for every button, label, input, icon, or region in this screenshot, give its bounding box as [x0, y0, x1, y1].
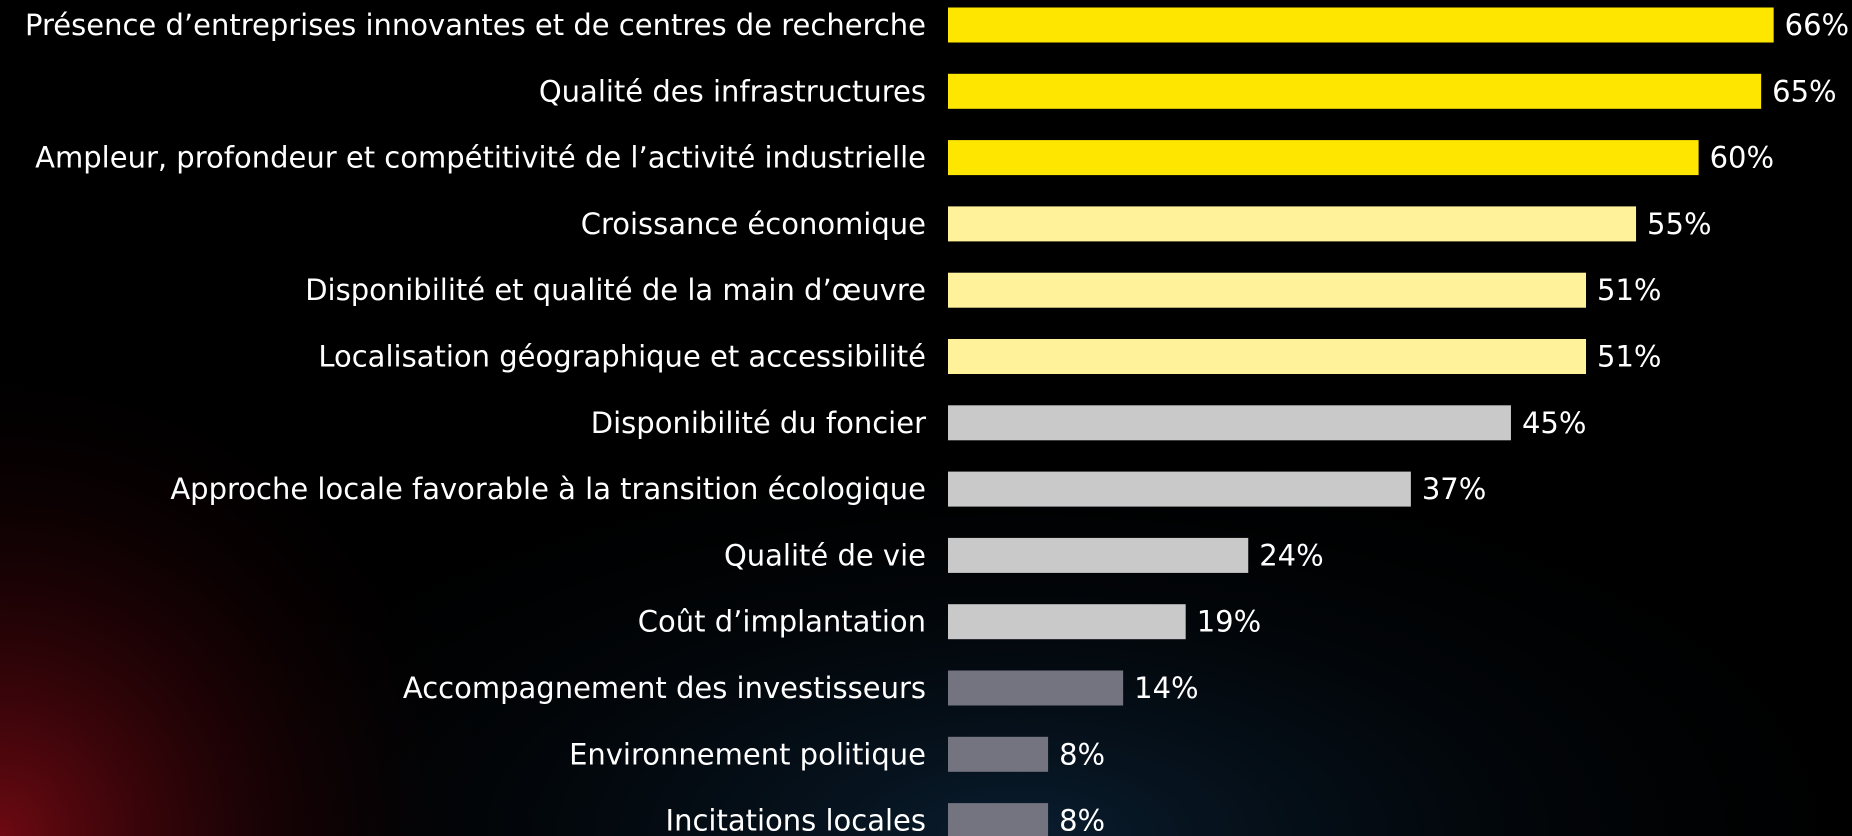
bar — [948, 272, 1587, 308]
category-label: Croissance économique — [581, 207, 926, 241]
value-label: 8% — [1059, 737, 1105, 771]
bar — [948, 339, 1587, 374]
value-label: 19% — [1197, 605, 1261, 639]
value-label: 66% — [1785, 8, 1849, 42]
bar — [948, 7, 1774, 43]
bar — [948, 537, 1249, 573]
bar — [948, 736, 1049, 772]
category-label: Qualité de vie — [724, 538, 926, 572]
value-label: 14% — [1134, 671, 1198, 705]
category-label: Coût d’implantation — [638, 605, 926, 639]
category-label: Accompagnement des investisseurs — [403, 671, 926, 705]
category-label: Approche locale favorable à la transitio… — [170, 472, 926, 506]
value-label: 55% — [1647, 207, 1711, 241]
category-label: Localisation géographique et accessibili… — [318, 340, 926, 374]
bar — [948, 140, 1699, 176]
bar — [948, 604, 1186, 640]
value-label: 51% — [1597, 273, 1661, 307]
value-label: 8% — [1059, 804, 1105, 836]
value-label: 60% — [1710, 141, 1774, 175]
category-label: Incitations locales — [666, 804, 926, 836]
value-label: 45% — [1522, 406, 1586, 440]
bar — [948, 670, 1124, 706]
category-label: Qualité des infrastructures — [539, 74, 926, 108]
bar — [948, 471, 1411, 507]
category-label: Présence d’entreprises innovantes et de … — [25, 8, 926, 42]
category-label: Environnement politique — [569, 737, 926, 771]
category-label: Disponibilité et qualité de la main d’œu… — [305, 273, 926, 307]
bar — [948, 73, 1762, 109]
value-label: 51% — [1597, 340, 1661, 374]
value-label: 37% — [1422, 472, 1486, 506]
bar — [948, 206, 1637, 242]
bar — [948, 405, 1511, 441]
value-label: 24% — [1259, 538, 1323, 572]
value-label: 65% — [1772, 74, 1836, 108]
category-label: Disponibilité du foncier — [591, 406, 926, 440]
bar — [948, 803, 1049, 836]
category-label: Ampleur, profondeur et compétitivité de … — [35, 141, 926, 175]
